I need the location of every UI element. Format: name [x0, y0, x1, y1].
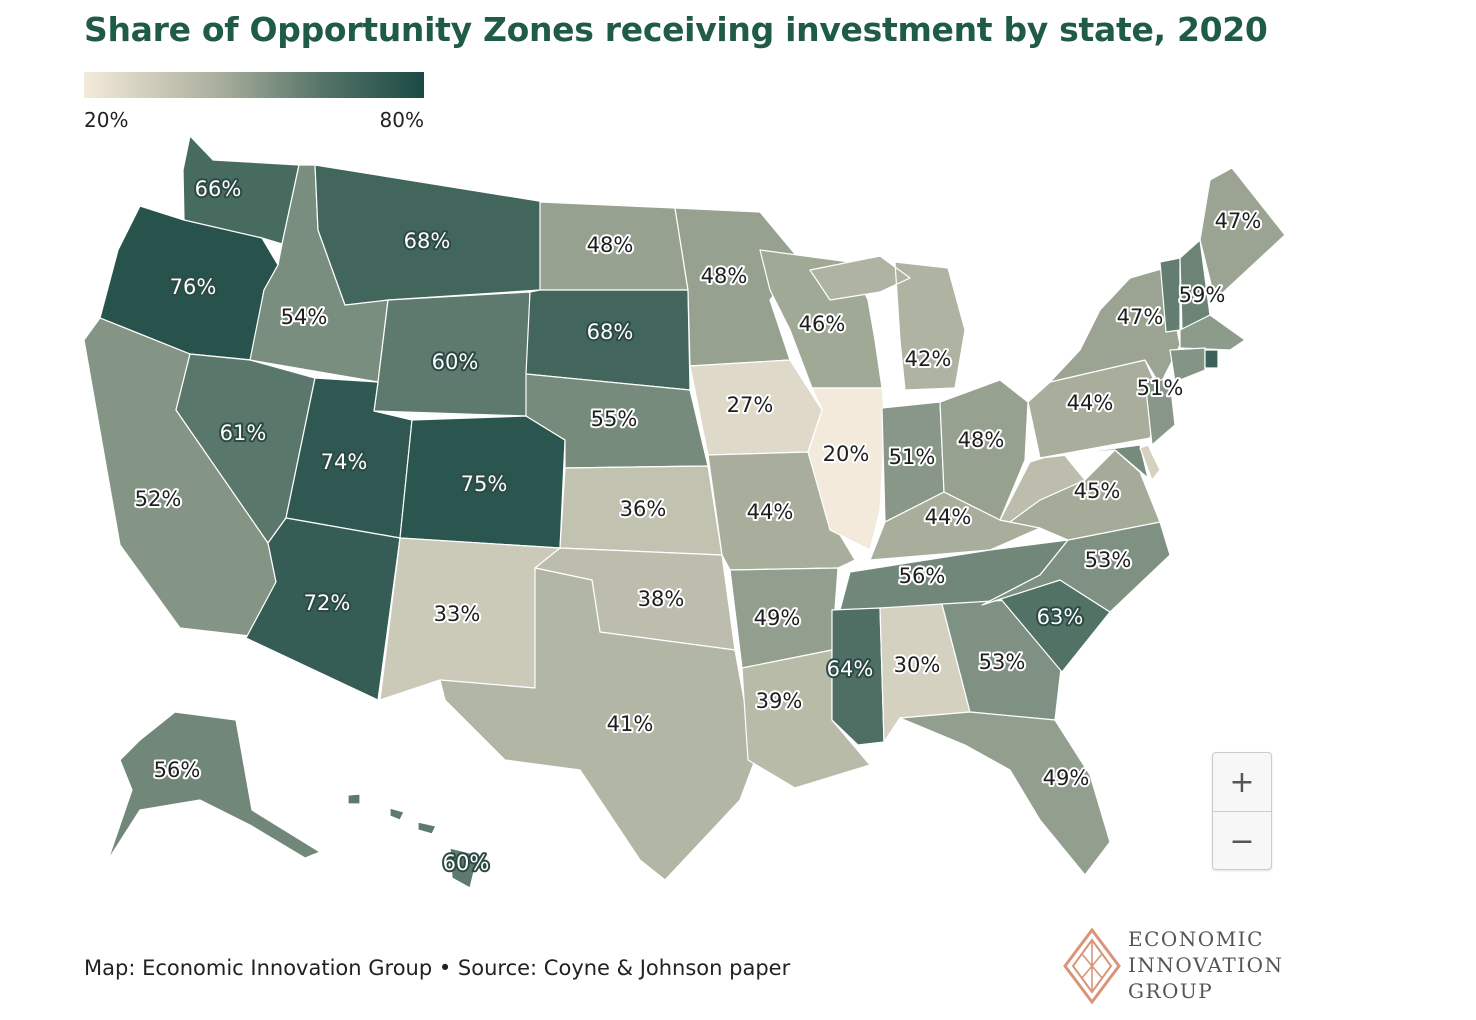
- legend-gradient-bar: [84, 72, 424, 98]
- zoom-control[interactable]: + −: [1212, 752, 1272, 870]
- logo-line-1: ECONOMIC: [1128, 927, 1264, 951]
- state-label-or: 76%: [170, 275, 217, 299]
- state-label-ne: 55%: [591, 407, 638, 431]
- state-il[interactable]: [807, 387, 886, 551]
- state-label-sc: 63%: [1037, 605, 1084, 629]
- state-label-ky: 44%: [925, 505, 972, 529]
- state-label-nj: 51%: [1137, 376, 1184, 400]
- state-ct[interactable]: [1169, 347, 1206, 383]
- state-ak[interactable]: [91, 711, 321, 886]
- state-co[interactable]: [399, 415, 566, 549]
- state-fl[interactable]: [899, 711, 1111, 876]
- state-label-ms: 64%: [827, 657, 874, 681]
- state-hi[interactable]: [347, 793, 479, 889]
- state-ms[interactable]: [831, 607, 885, 746]
- logo-line-2: INNOVATION: [1128, 953, 1284, 977]
- state-label-ut: 74%: [321, 450, 368, 474]
- legend-max-label: 80%: [379, 108, 424, 132]
- state-label-tx: 41%: [607, 712, 654, 736]
- eig-logo-mark-icon: [1063, 928, 1121, 1004]
- state-label-mi: 42%: [905, 347, 952, 371]
- labels-layer: 66% 76% 52% 54% 61% 68% 60% 74% 75% 72% 33% 48% 68% 5…: [133, 175, 1264, 877]
- state-label-me: 47%: [1215, 209, 1262, 233]
- state-label-ga: 53%: [979, 650, 1026, 674]
- state-label-nd: 48%: [587, 233, 634, 257]
- state-label-ak: 56%: [154, 758, 201, 782]
- state-nj[interactable]: [1144, 379, 1176, 446]
- state-label-fl: 49%: [1043, 766, 1090, 790]
- state-wv[interactable]: [999, 451, 1086, 523]
- state-mn[interactable]: [674, 207, 801, 367]
- state-label-nv: 61%: [220, 421, 267, 445]
- state-label-wi: 46%: [799, 312, 846, 336]
- state-label-oh: 48%: [958, 428, 1005, 452]
- state-label-vt: 59%: [1179, 283, 1226, 307]
- color-legend: 20% 80%: [84, 70, 424, 132]
- state-label-pa: 44%: [1067, 391, 1114, 415]
- state-label-wa: 66%: [195, 177, 242, 201]
- eig-logo-wordmark: ECONOMIC INNOVATION GROUP: [1128, 926, 1284, 1004]
- state-label-ia: 27%: [727, 393, 774, 417]
- state-label-tn: 56%: [899, 564, 946, 588]
- state-md[interactable]: [1039, 444, 1149, 479]
- state-nc[interactable]: [981, 521, 1171, 613]
- states-layer[interactable]: [83, 135, 1286, 889]
- state-me[interactable]: [1199, 167, 1286, 301]
- state-ri[interactable]: [1204, 349, 1219, 369]
- state-label-sd: 68%: [587, 320, 634, 344]
- state-label-nc: 53%: [1085, 548, 1132, 572]
- state-label-wy: 60%: [432, 350, 479, 374]
- state-wy[interactable]: [373, 291, 531, 417]
- state-mi[interactable]: [809, 255, 966, 391]
- state-label-mn: 48%: [701, 264, 748, 288]
- state-de[interactable]: [1139, 444, 1161, 481]
- state-label-il: 20%: [823, 442, 870, 466]
- state-label-ar: 49%: [754, 606, 801, 630]
- zoom-out-button[interactable]: −: [1213, 811, 1271, 870]
- map-title: Share of Opportunity Zones receiving inv…: [84, 10, 1268, 49]
- state-label-co: 75%: [461, 472, 508, 496]
- source-note: Map: Economic Innovation Group • Source:…: [84, 956, 791, 980]
- state-label-in: 51%: [889, 445, 936, 469]
- eig-logo: ECONOMIC INNOVATION GROUP: [1062, 926, 1322, 1006]
- state-ma[interactable]: [1179, 314, 1246, 351]
- state-label-ks: 36%: [620, 497, 667, 521]
- state-label-ok: 38%: [638, 587, 685, 611]
- state-label-la: 39%: [756, 689, 803, 713]
- state-label-ca: 52%: [135, 487, 182, 511]
- state-label-az: 72%: [304, 591, 351, 615]
- state-label-ny: 47%: [1117, 305, 1164, 329]
- state-label-id: 54%: [281, 305, 328, 329]
- state-label-al: 30%: [894, 653, 941, 677]
- legend-min-label: 20%: [84, 108, 129, 132]
- logo-line-3: GROUP: [1128, 979, 1214, 1003]
- state-label-mo: 44%: [747, 500, 794, 524]
- state-label-hi: 60%: [443, 851, 490, 875]
- state-label-va: 45%: [1074, 479, 1121, 503]
- state-label-mt: 68%: [404, 229, 451, 253]
- state-label-nm: 33%: [434, 602, 481, 626]
- zoom-in-button[interactable]: +: [1229, 764, 1255, 800]
- state-tx[interactable]: [439, 567, 756, 881]
